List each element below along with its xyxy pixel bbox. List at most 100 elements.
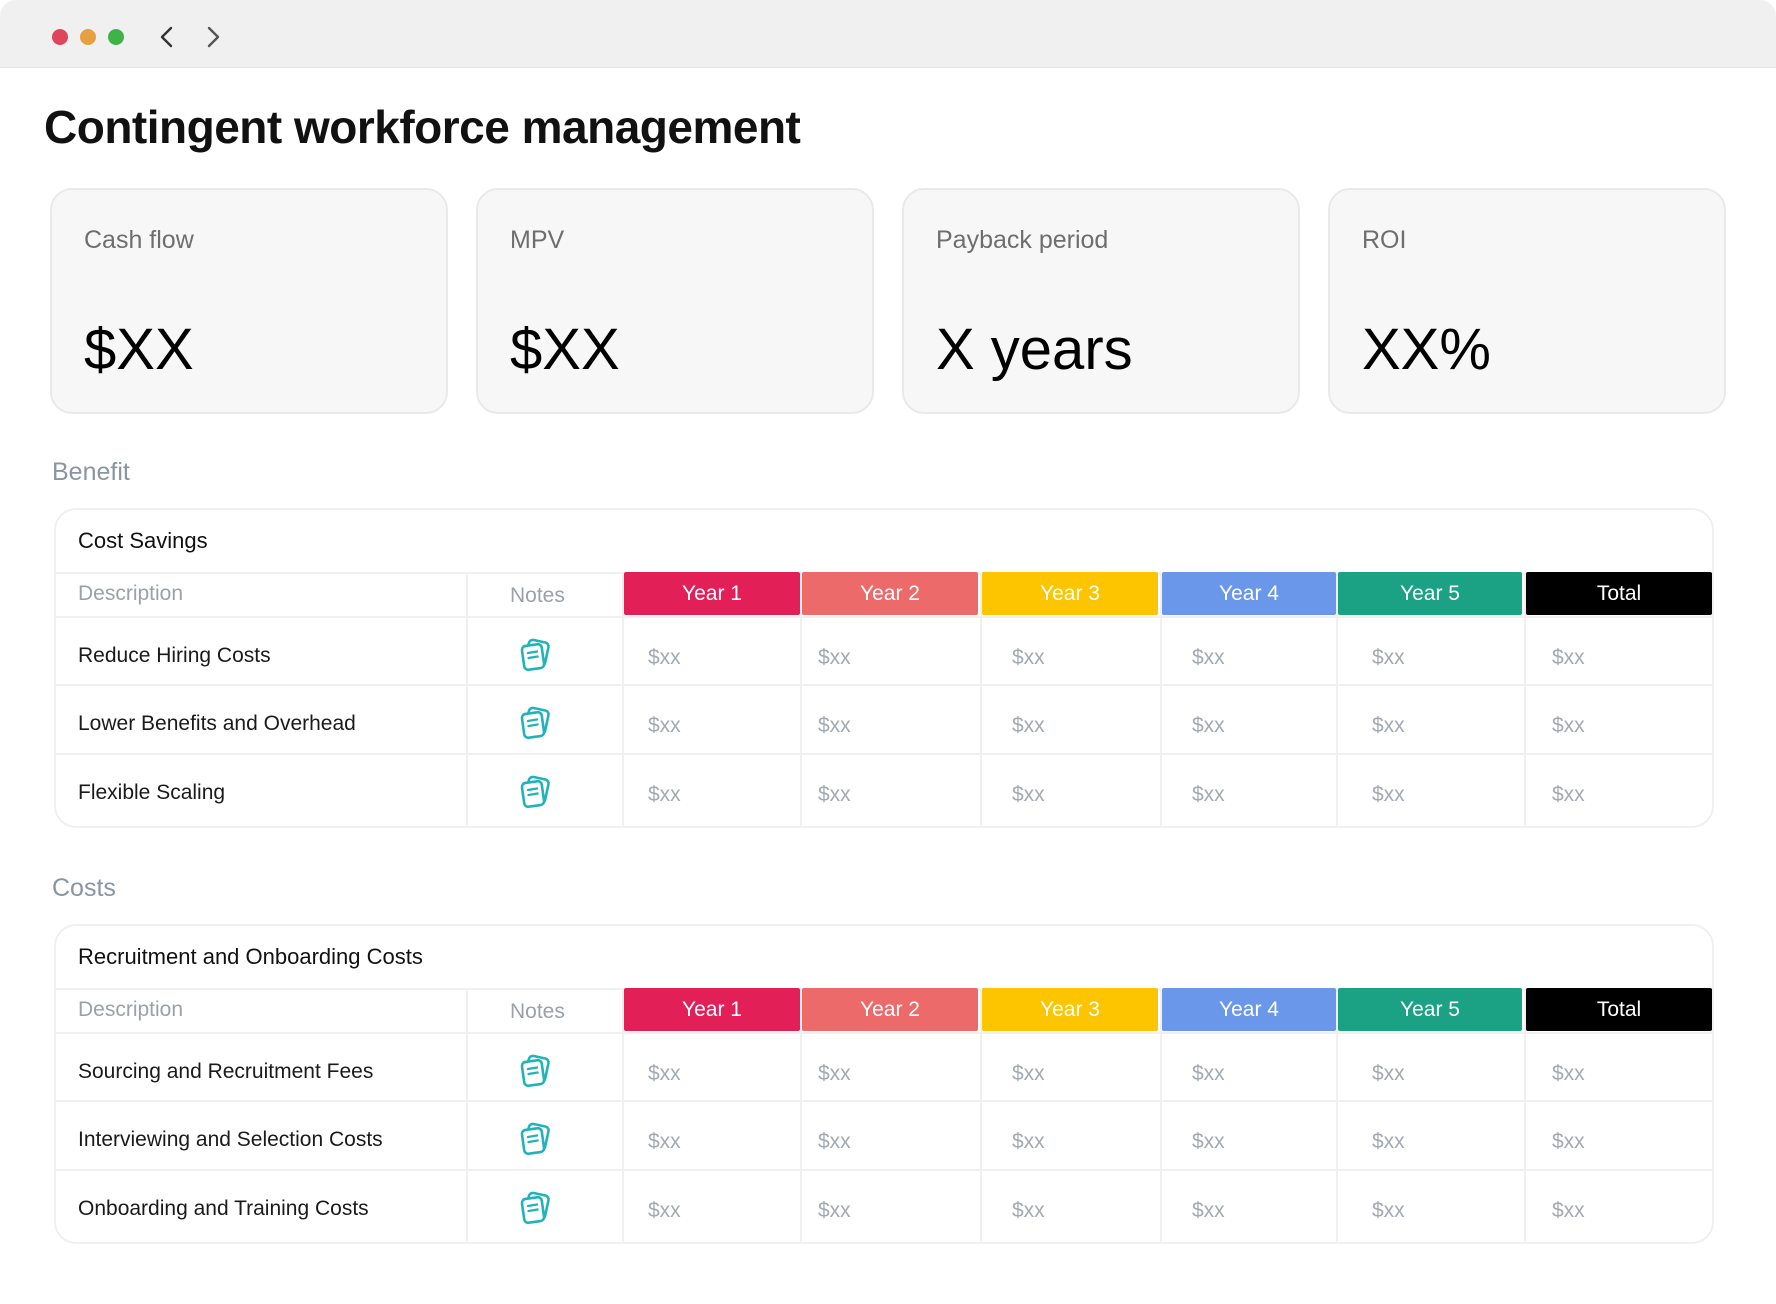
- kpi-card-roi[interactable]: ROI XX%: [1328, 188, 1726, 414]
- column-divider: [1336, 572, 1338, 826]
- window-titlebar: [0, 0, 1776, 68]
- row-label: Onboarding and Training Costs: [78, 1197, 369, 1220]
- column-header-year-4[interactable]: Year 4: [1162, 572, 1336, 615]
- column-header-year-1[interactable]: Year 1: [624, 988, 800, 1031]
- column-divider: [800, 988, 802, 1242]
- table-cell[interactable]: $xx: [1012, 1062, 1045, 1085]
- row-label: Sourcing and Recruitment Fees: [78, 1060, 374, 1083]
- table-cell[interactable]: $xx: [818, 783, 851, 806]
- row-label: Interviewing and Selection Costs: [78, 1128, 383, 1151]
- row-label: Lower Benefits and Overhead: [78, 712, 356, 735]
- column-header-year-2[interactable]: Year 2: [802, 572, 978, 615]
- row-label: Reduce Hiring Costs: [78, 644, 271, 667]
- row-divider: [56, 1032, 1712, 1034]
- column-divider: [466, 572, 468, 826]
- column-header-year-4[interactable]: Year 4: [1162, 988, 1336, 1031]
- table-cell[interactable]: $xx: [1192, 1199, 1225, 1222]
- kpi-value: $XX: [84, 317, 194, 382]
- table-cell[interactable]: $xx: [818, 1062, 851, 1085]
- row-divider: [56, 753, 1712, 755]
- table-cell[interactable]: $xx: [1372, 783, 1405, 806]
- kpi-label: Cash flow: [84, 226, 194, 254]
- kpi-card-cash-flow[interactable]: Cash flow $XX: [50, 188, 448, 414]
- column-divider: [1524, 572, 1526, 826]
- notes-icon[interactable]: [518, 705, 554, 741]
- back-chevron-icon[interactable]: [152, 22, 182, 52]
- column-divider: [980, 572, 982, 826]
- kpi-card-payback-period[interactable]: Payback period X years: [902, 188, 1300, 414]
- table-cell[interactable]: $xx: [818, 646, 851, 669]
- table-cell[interactable]: $xx: [818, 714, 851, 737]
- table-cell[interactable]: $xx: [1012, 714, 1045, 737]
- kpi-label: ROI: [1362, 226, 1407, 254]
- table-cell[interactable]: $xx: [818, 1199, 851, 1222]
- table-cell[interactable]: $xx: [1552, 1130, 1585, 1153]
- row-divider: [56, 616, 1712, 618]
- table-cell[interactable]: $xx: [1372, 714, 1405, 737]
- column-header-notes: Notes: [510, 999, 565, 1023]
- row-divider: [56, 684, 1712, 686]
- column-header-year-5[interactable]: Year 5: [1338, 572, 1522, 615]
- table-cell[interactable]: $xx: [1012, 1130, 1045, 1153]
- table-cell[interactable]: $xx: [1372, 646, 1405, 669]
- table-cell[interactable]: $xx: [1552, 1062, 1585, 1085]
- table-cell[interactable]: $xx: [648, 1130, 681, 1153]
- column-header-year-3[interactable]: Year 3: [982, 572, 1158, 615]
- column-header-year-5[interactable]: Year 5: [1338, 988, 1522, 1031]
- row-label: Flexible Scaling: [78, 781, 226, 804]
- column-header-notes: Notes: [510, 583, 565, 607]
- column-divider: [622, 572, 624, 826]
- notes-icon[interactable]: [518, 1053, 554, 1089]
- table-cell[interactable]: $xx: [1552, 783, 1585, 806]
- table-cell[interactable]: $xx: [1372, 1130, 1405, 1153]
- kpi-card-mpv[interactable]: MPV $XX: [476, 188, 874, 414]
- table-cell[interactable]: $xx: [1192, 1062, 1225, 1085]
- notes-icon[interactable]: [518, 1121, 554, 1157]
- kpi-value: X years: [936, 317, 1133, 382]
- table-cell[interactable]: $xx: [648, 783, 681, 806]
- column-header-year-2[interactable]: Year 2: [802, 988, 978, 1031]
- table-cell[interactable]: $xx: [1552, 1199, 1585, 1222]
- kpi-value: XX%: [1362, 317, 1491, 382]
- kpi-label: MPV: [510, 226, 565, 254]
- table-cell[interactable]: $xx: [1372, 1199, 1405, 1222]
- table-cell[interactable]: $xx: [1192, 783, 1225, 806]
- page-title: Contingent workforce management: [44, 101, 801, 153]
- forward-chevron-icon[interactable]: [198, 22, 228, 52]
- table-cell[interactable]: $xx: [1012, 1199, 1045, 1222]
- column-divider: [1336, 988, 1338, 1242]
- notes-icon[interactable]: [518, 637, 554, 673]
- table-cell[interactable]: $xx: [1192, 646, 1225, 669]
- column-header-year-1[interactable]: Year 1: [624, 572, 800, 615]
- column-divider: [622, 988, 624, 1242]
- table-cell[interactable]: $xx: [1012, 783, 1045, 806]
- table-cell[interactable]: $xx: [1192, 1130, 1225, 1153]
- table-cell[interactable]: $xx: [648, 714, 681, 737]
- column-header-total[interactable]: Total: [1526, 572, 1712, 615]
- column-header-description: Description: [78, 997, 184, 1021]
- table-cell[interactable]: $xx: [648, 1062, 681, 1085]
- section-label-benefit: Benefit: [52, 458, 130, 486]
- table-cell[interactable]: $xx: [648, 1199, 681, 1222]
- column-header-description: Description: [78, 581, 184, 605]
- table-cell[interactable]: $xx: [648, 646, 681, 669]
- table-cell[interactable]: $xx: [1552, 646, 1585, 669]
- close-window-button[interactable]: [52, 29, 68, 45]
- column-header-year-3[interactable]: Year 3: [982, 988, 1158, 1031]
- column-header-total[interactable]: Total: [1526, 988, 1712, 1031]
- table-cell[interactable]: $xx: [1012, 646, 1045, 669]
- table-title: Recruitment and Onboarding Costs: [78, 944, 423, 969]
- table-cell[interactable]: $xx: [1372, 1062, 1405, 1085]
- table-cell[interactable]: $xx: [818, 1130, 851, 1153]
- section-label-costs: Costs: [52, 874, 116, 902]
- column-divider: [1160, 988, 1162, 1242]
- notes-icon[interactable]: [518, 774, 554, 810]
- table-cell[interactable]: $xx: [1192, 714, 1225, 737]
- maximize-window-button[interactable]: [108, 29, 124, 45]
- column-divider: [1524, 988, 1526, 1242]
- table-cell[interactable]: $xx: [1552, 714, 1585, 737]
- notes-icon[interactable]: [518, 1190, 554, 1226]
- minimize-window-button[interactable]: [80, 29, 96, 45]
- kpi-label: Payback period: [936, 226, 1109, 254]
